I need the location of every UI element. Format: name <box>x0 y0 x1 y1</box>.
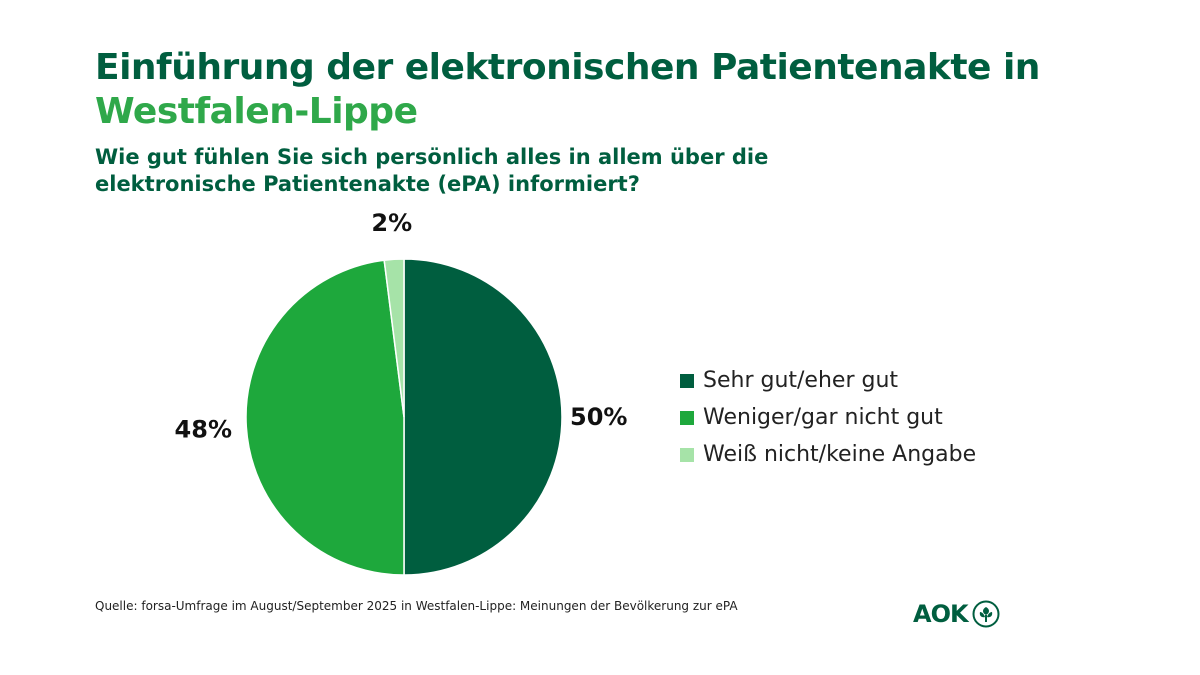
pie-slice-sehr-gut <box>403 258 563 576</box>
aok-logo-text: AOK <box>913 600 969 628</box>
legend-swatch-weiss-nicht <box>680 447 694 462</box>
chart-subtitle: Wie gut fühlen Sie sich persönlich alles… <box>95 145 769 196</box>
chart-title-line-2: Westfalen-Lippe <box>95 91 418 132</box>
data-label-weiss-nicht: 2% <box>371 209 412 237</box>
legend: Sehr gut/eher gut Weniger/gar nicht gut … <box>680 362 976 473</box>
legend-item-weiss-nicht: Weiß nicht/keine Angabe <box>680 436 976 473</box>
chart-title-line-1: Einführung der elektronischen Patientena… <box>95 47 1040 88</box>
legend-label-weniger-gut: Weniger/gar nicht gut <box>703 405 943 430</box>
pie-slice-weiss-nicht <box>383 258 405 418</box>
aok-tree-icon <box>972 600 1000 628</box>
legend-swatch-sehr-gut <box>680 373 694 388</box>
legend-swatch-weniger-gut <box>680 410 694 425</box>
legend-item-sehr-gut: Sehr gut/eher gut <box>680 362 976 399</box>
source-note: Quelle: forsa-Umfrage im August/Septembe… <box>95 599 738 613</box>
legend-label-weiss-nicht: Weiß nicht/keine Angabe <box>703 442 977 467</box>
aok-logo: AOK <box>913 599 1000 629</box>
pie-slice-weniger-gut <box>245 259 405 576</box>
data-label-sehr-gut: 50% <box>570 403 627 431</box>
legend-label-sehr-gut: Sehr gut/eher gut <box>703 368 899 393</box>
legend-item-weniger-gut: Weniger/gar nicht gut <box>680 399 976 436</box>
chart-title: Einführung der elektronischen Patientena… <box>95 46 1095 134</box>
data-label-weniger-gut: 48% <box>175 416 232 444</box>
